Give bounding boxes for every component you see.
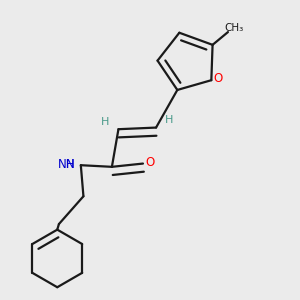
Text: CH₃: CH₃	[225, 23, 244, 34]
Text: N: N	[66, 158, 75, 171]
Text: H: H	[101, 117, 110, 127]
Text: O: O	[146, 156, 155, 169]
Text: H: H	[165, 116, 173, 125]
Text: O: O	[213, 72, 223, 85]
Text: NH: NH	[57, 158, 75, 171]
